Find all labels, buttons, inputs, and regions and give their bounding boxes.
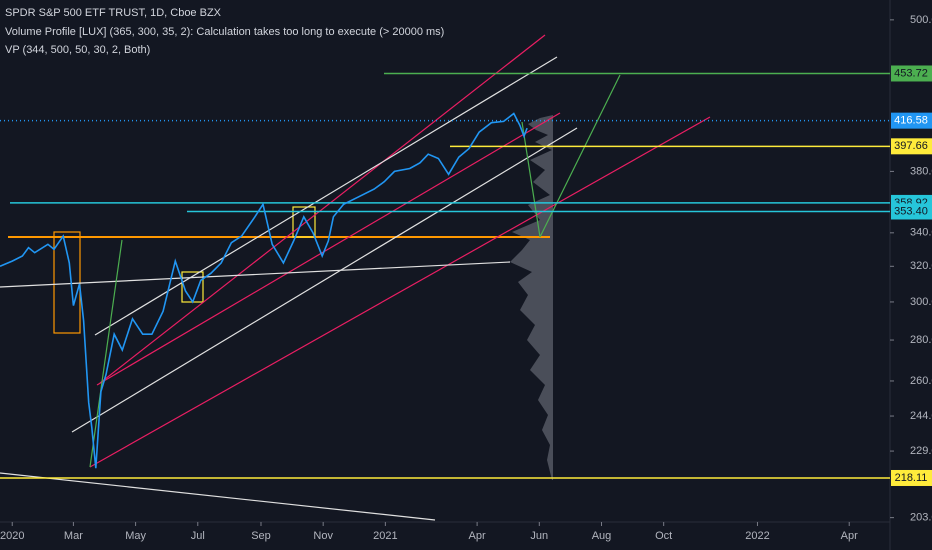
trend-line	[0, 472, 436, 521]
x-tick-label: 2022	[745, 530, 769, 542]
level-badge	[891, 138, 932, 155]
trend-line	[539, 74, 621, 238]
y-tick-label: 203.00	[910, 512, 932, 524]
level-label: 353.40	[894, 205, 928, 217]
y-tick-label: 500.00	[910, 14, 932, 26]
level-label: 453.72	[894, 67, 928, 79]
y-tick-label: 260.00	[910, 375, 932, 387]
x-tick-label: Jul	[191, 530, 205, 542]
x-tick-label: Nov	[313, 530, 333, 542]
y-tick-label: 244.00	[910, 410, 932, 422]
x-tick-label: Aug	[592, 530, 612, 542]
y-tick-label: 380.00	[910, 165, 932, 177]
box	[292, 206, 316, 238]
trend-line	[0, 261, 511, 288]
trend-line	[96, 112, 561, 386]
indicator-label: VP (344, 500, 50, 30, 2, Both)	[5, 44, 150, 56]
trend-line	[89, 239, 123, 468]
drawings	[0, 34, 711, 521]
x-tick-label: Jun	[530, 530, 548, 542]
box	[53, 231, 81, 334]
x-tick-label: 2020	[0, 530, 24, 542]
x-tick-label: Apr	[841, 530, 858, 542]
x-tick-label: Mar	[64, 530, 83, 542]
level-badge	[891, 112, 932, 129]
y-tick-label: 229.00	[910, 445, 932, 457]
x-tick-label: Sep	[251, 530, 271, 542]
level-label: 416.58	[894, 115, 928, 127]
y-tick-label: 280.00	[910, 334, 932, 346]
y-tick-label: 340.00	[910, 227, 932, 239]
x-tick-label: Oct	[655, 530, 672, 542]
x-tick-label: May	[125, 530, 146, 542]
volume-profile	[510, 115, 553, 480]
y-tick-label: 300.00	[910, 296, 932, 308]
level-badge	[891, 469, 932, 486]
level-label: 397.66	[894, 140, 928, 152]
x-tick-label: Apr	[469, 530, 486, 542]
x-tick-label: 2021	[373, 530, 397, 542]
trend-line	[521, 121, 541, 238]
trend-line	[89, 116, 711, 468]
indicator-label: Volume Profile [LUX] (365, 300, 35, 2): …	[5, 26, 444, 38]
level-badge	[891, 65, 932, 82]
y-tick-label: 320.00	[910, 260, 932, 272]
trend-line	[71, 127, 578, 433]
trend-line	[94, 56, 558, 336]
level-badge	[891, 203, 932, 220]
trend-line	[99, 34, 546, 384]
chart-title: SPDR S&P 500 ETF TRUST, 1D, Cboe BZX	[5, 7, 222, 19]
level-label: 218.11	[895, 472, 928, 484]
price-line	[0, 112, 528, 469]
